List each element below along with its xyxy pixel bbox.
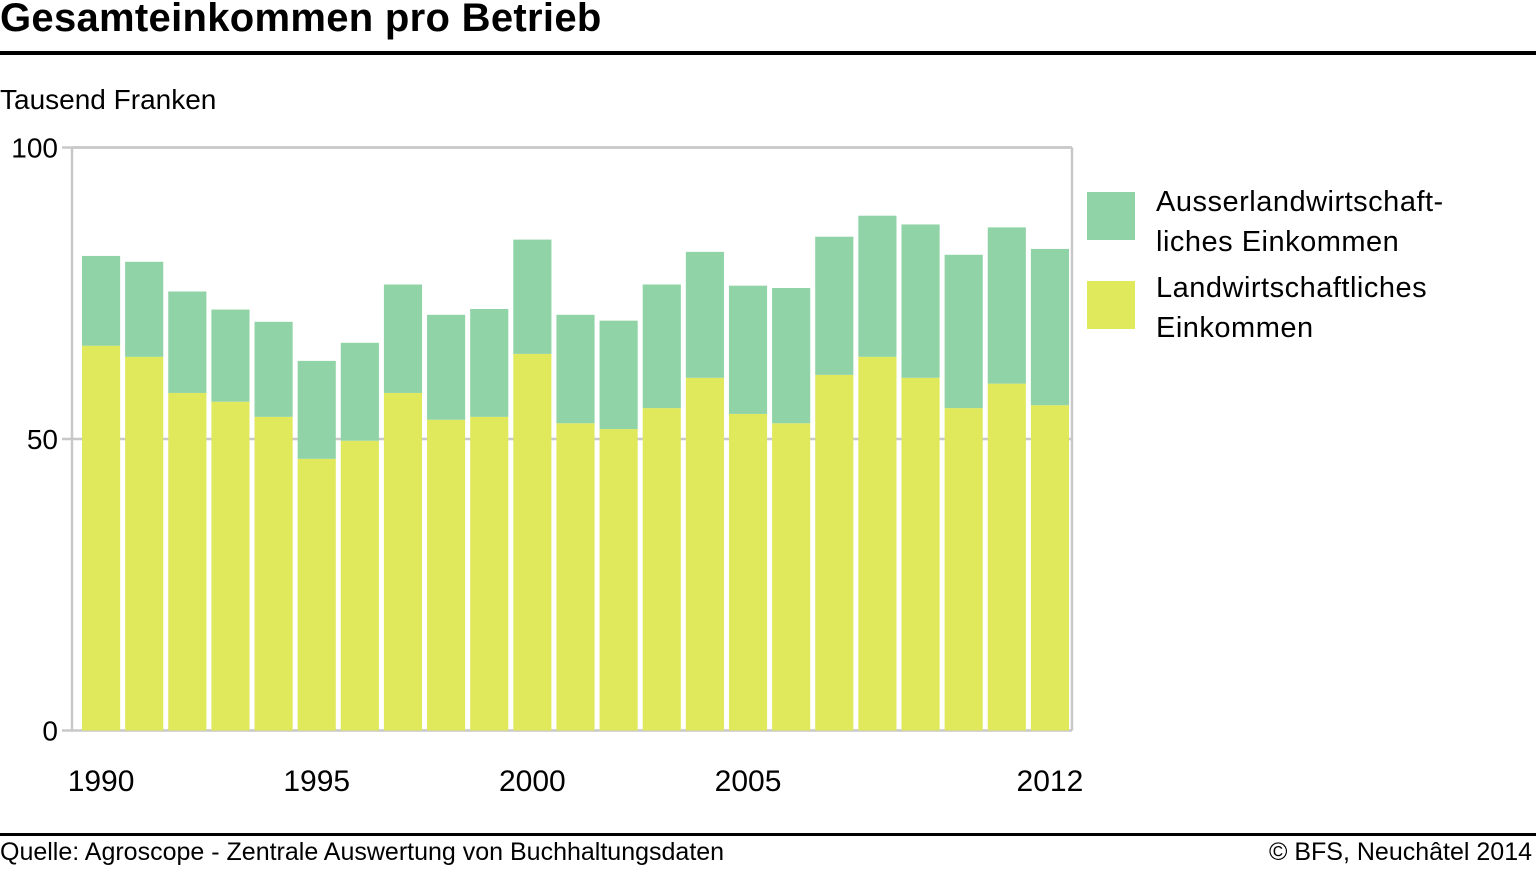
- bar-1999-ausserlandwirtschaftlich: [470, 308, 509, 417]
- bar-1994-landwirtschaftlich: [254, 416, 293, 731]
- bar-2009-landwirtschaftlich: [901, 377, 940, 731]
- bar-2003-ausserlandwirtschaftlich: [642, 284, 681, 409]
- legend-line: Einkommen: [1156, 312, 1314, 344]
- bar-2005-ausserlandwirtschaftlich: [728, 285, 768, 414]
- bar-1995-ausserlandwirtschaftlich: [297, 360, 336, 459]
- bar-2003-landwirtschaftlich: [642, 408, 681, 731]
- x-tick-label-2000: 2000: [499, 765, 566, 798]
- legend-line: Landwirtschaftliches: [1156, 272, 1428, 304]
- y-tick-label: 100: [11, 133, 58, 164]
- bar-1990-landwirtschaftlich: [82, 345, 121, 731]
- bar-1991-ausserlandwirtschaftlich: [125, 261, 164, 357]
- bar-1998-ausserlandwirtschaftlich: [427, 314, 466, 420]
- x-tick-labels: 1990 1995 2000 2005 2012: [68, 765, 1084, 798]
- bar-1992-landwirtschaftlich: [168, 392, 207, 731]
- x-tick-label-1990: 1990: [68, 765, 135, 798]
- bar-2011-ausserlandwirtschaftlich: [987, 227, 1026, 384]
- bar-2006-ausserlandwirtschaftlich: [772, 288, 811, 424]
- bar-1996-ausserlandwirtschaftlich: [340, 342, 379, 441]
- bar-1995-landwirtschaftlich: [297, 458, 336, 731]
- bar-2002-landwirtschaftlich: [599, 429, 638, 731]
- bar-2001-landwirtschaftlich: [556, 423, 595, 731]
- bar-2001-ausserlandwirtschaftlich: [556, 314, 595, 424]
- chart-title: Gesamteinkommen pro Betrieb: [0, 0, 602, 40]
- bar-2005-landwirtschaftlich: [728, 413, 768, 731]
- bar-2010-ausserlandwirtschaftlich: [944, 254, 983, 409]
- x-tick-label-2012: 2012: [1017, 765, 1084, 798]
- bar-2002-ausserlandwirtschaftlich: [599, 320, 638, 430]
- bar-2012-ausserlandwirtschaftlich: [1030, 248, 1069, 406]
- bar-1999-landwirtschaftlich: [470, 416, 509, 731]
- footer-divider: [0, 833, 1536, 836]
- bar-2011-landwirtschaftlich: [987, 383, 1026, 731]
- bars-layer: [82, 215, 1069, 731]
- plot-frame: [70, 146, 1074, 731]
- bar-2010-landwirtschaftlich: [944, 408, 983, 731]
- bar-1993-landwirtschaftlich: [211, 401, 250, 731]
- bar-1998-landwirtschaftlich: [427, 419, 466, 731]
- bar-1997-landwirtschaftlich: [383, 392, 423, 731]
- bar-2006-landwirtschaftlich: [772, 423, 811, 731]
- bar-1997-ausserlandwirtschaftlich: [383, 284, 423, 393]
- y-tick-label: 50: [27, 424, 58, 455]
- x-tick-label-2005: 2005: [715, 765, 782, 798]
- bar-2012-landwirtschaftlich: [1030, 405, 1069, 731]
- source-note: Quelle: Agroscope - Zentrale Auswertung …: [0, 838, 725, 866]
- bar-2007-landwirtschaftlich: [815, 374, 854, 731]
- legend-line: liches Einkommen: [1156, 226, 1400, 258]
- bar-1996-landwirtschaftlich: [340, 440, 379, 731]
- y-axis-unit-label: Tausend Franken: [0, 84, 217, 115]
- title-divider: [0, 51, 1536, 55]
- bar-2000-ausserlandwirtschaftlich: [513, 239, 552, 354]
- legend-swatch-landwirtschaftlich: [1087, 281, 1135, 329]
- legend-swatch-ausserlandwirtschaftlich: [1087, 192, 1135, 240]
- bar-1992-ausserlandwirtschaftlich: [168, 291, 207, 393]
- bar-2000-landwirtschaftlich: [513, 353, 552, 731]
- bar-1994-ausserlandwirtschaftlich: [254, 321, 293, 417]
- copyright-note: © BFS, Neuchâtel 2014: [1268, 838, 1532, 866]
- bar-2009-ausserlandwirtschaftlich: [901, 224, 940, 378]
- y-tick-label: 0: [42, 716, 58, 747]
- bar-1990-ausserlandwirtschaftlich: [82, 255, 121, 346]
- legend-label-ausserlandwirtschaftlich: Ausserlandwirtschaft- liches Einkommen: [1156, 182, 1536, 262]
- legend-line: Ausserlandwirtschaft-: [1156, 186, 1444, 218]
- legend-label-landwirtschaftlich: Landwirtschaftliches Einkommen: [1156, 268, 1536, 348]
- x-tick-label-1995: 1995: [283, 765, 350, 798]
- y-tick-labels: 0 50 100: [11, 133, 58, 747]
- bar-2004-landwirtschaftlich: [685, 377, 724, 731]
- bar-1991-landwirtschaftlich: [125, 356, 164, 731]
- bar-2004-ausserlandwirtschaftlich: [685, 251, 724, 378]
- bar-1993-ausserlandwirtschaftlich: [211, 309, 250, 402]
- bar-2007-ausserlandwirtschaftlich: [815, 236, 854, 375]
- bar-2008-ausserlandwirtschaftlich: [858, 215, 897, 357]
- bar-2008-landwirtschaftlich: [858, 356, 897, 731]
